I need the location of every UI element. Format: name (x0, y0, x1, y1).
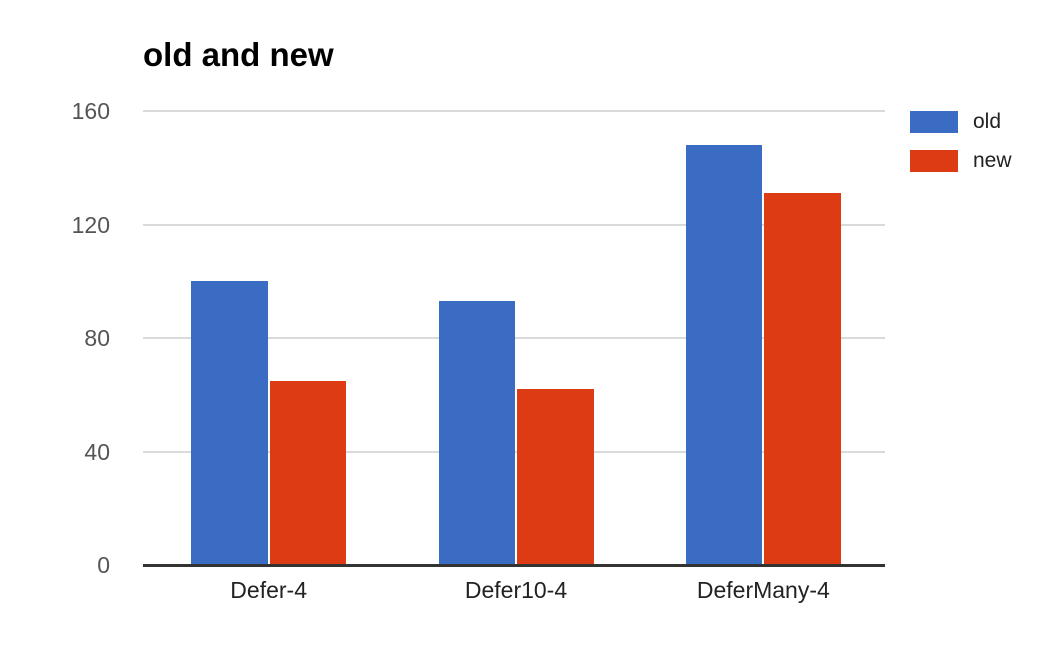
bar-new-Defer-4[interactable] (269, 380, 347, 565)
legend-label-new: new (973, 149, 1012, 172)
y-axis-tick-160: 160 (71, 98, 110, 124)
bar-old-DeferMany-4[interactable] (685, 145, 763, 565)
legend-swatch-old (910, 111, 958, 133)
y-axis-tick-120: 120 (71, 211, 110, 238)
legend-item-old[interactable]: old (910, 111, 1001, 133)
y-axis-tick-0: 0 (97, 552, 110, 578)
bar-new-DeferMany-4[interactable] (764, 193, 841, 565)
legend-swatch-new (910, 150, 958, 172)
legend-item-new[interactable]: new (910, 150, 1012, 172)
x-axis-label-Defer-4: Defer-4 (230, 577, 307, 603)
legend-label-old: old (973, 110, 1002, 133)
gridline-160 (143, 110, 885, 112)
chart-title: old and new (143, 36, 334, 73)
x-axis-label-Defer10-4: Defer10-4 (464, 577, 568, 603)
x-axis-label-DeferMany-4: DeferMany-4 (696, 577, 830, 603)
y-axis-tick-80: 80 (84, 325, 110, 351)
bar-old-Defer-4[interactable] (191, 281, 268, 565)
bar-new-Defer10-4[interactable] (517, 389, 594, 565)
gridline-120 (143, 223, 885, 226)
bar-old-Defer10-4[interactable] (438, 301, 515, 565)
x-axis-line (143, 564, 885, 567)
y-axis-tick-40: 40 (84, 438, 110, 465)
